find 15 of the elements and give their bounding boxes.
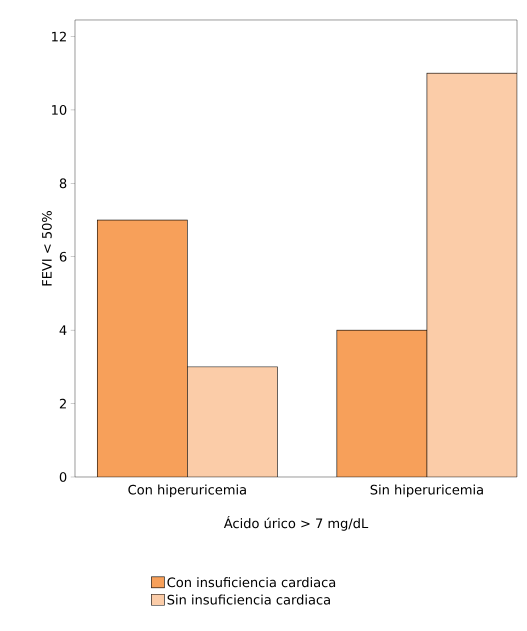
y-axis-title: FEVI < 50% xyxy=(42,210,52,286)
bar xyxy=(336,330,428,477)
legend-label: Con insuficiencia cardiaca xyxy=(167,577,336,588)
y-tick-label: 2 xyxy=(60,398,66,408)
bar xyxy=(96,220,188,477)
y-tick-label: 8 xyxy=(60,178,66,188)
y-tick-label: 10 xyxy=(52,105,66,115)
x-tick-label: Sin hiperuricemia xyxy=(370,484,483,498)
y-tick-label: 0 xyxy=(60,472,66,482)
y-tick-label: 6 xyxy=(60,252,66,262)
y-tick-label: 12 xyxy=(52,32,66,42)
y-tick-label: 4 xyxy=(60,325,66,335)
x-axis-title: Ácido úrico > 7 mg/dL xyxy=(224,516,368,531)
x-tick-label: Con hiperuricemia xyxy=(128,484,246,498)
legend-label: Sin insuficiencia cardiaca xyxy=(168,594,330,605)
